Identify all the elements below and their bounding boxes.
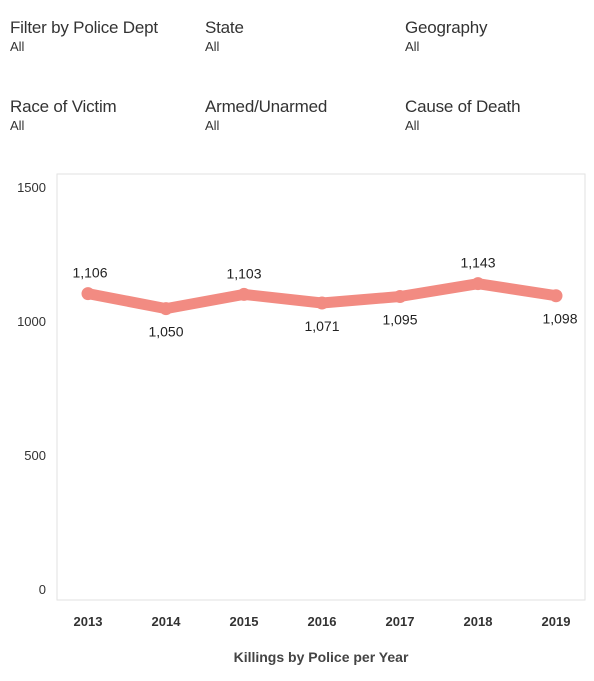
filter-state-value[interactable]: All [205,39,220,54]
x-tick-label: 2018 [464,614,493,629]
filter-police-dept[interactable]: Filter by Police Dept All [10,18,158,54]
y-axis: 0 500 1000 1500 [17,180,46,597]
data-labels: 1,106 1,050 1,103 1,071 1,095 1,143 1,098 [72,255,577,340]
filter-state[interactable]: State All [205,18,244,54]
x-tick-label: 2017 [386,614,415,629]
y-tick-label: 0 [39,582,46,597]
data-label: 1,098 [542,311,577,327]
data-point[interactable] [549,289,563,303]
filter-state-label: State [205,18,244,37]
data-label: 1,071 [304,318,339,334]
plot-area [56,173,586,601]
data-point[interactable] [237,287,251,301]
data-point[interactable] [159,302,173,316]
filter-police-dept-value[interactable]: All [10,39,25,54]
data-label: 1,095 [382,312,417,328]
filter-police-dept-label: Filter by Police Dept [10,18,158,37]
filter-geography-label: Geography [405,18,488,37]
filter-race-value[interactable]: All [10,118,25,133]
data-label: 1,050 [148,324,183,340]
filter-race[interactable]: Race of Victim All [10,97,117,133]
data-label: 1,143 [460,255,495,271]
x-axis-title: Killings by Police per Year [234,649,409,665]
x-tick-label: 2015 [230,614,259,629]
data-point[interactable] [393,290,407,304]
filter-geography[interactable]: Geography All [405,18,488,54]
filter-cause[interactable]: Cause of Death All [405,97,521,133]
filter-race-label: Race of Victim [10,97,117,116]
filter-armed-value[interactable]: All [205,118,220,133]
data-point[interactable] [315,296,329,310]
data-label: 1,103 [226,265,261,281]
y-tick-label: 500 [24,448,46,463]
filter-cause-label: Cause of Death [405,97,521,116]
data-point[interactable] [471,277,485,291]
filter-cause-value[interactable]: All [405,118,420,133]
data-point[interactable] [81,287,95,301]
series-layer [81,277,563,316]
filter-geography-value[interactable]: All [405,39,420,54]
filter-armed-label: Armed/Unarmed [205,97,328,116]
y-tick-label: 1500 [17,180,46,195]
x-tick-label: 2013 [74,614,103,629]
x-tick-label: 2014 [152,614,182,629]
x-tick-label: 2016 [308,614,337,629]
x-axis: 2013 2014 2015 2016 2017 2018 2019 [74,614,571,629]
filter-armed[interactable]: Armed/Unarmed All [205,97,327,133]
y-tick-label: 1000 [17,314,46,329]
data-label: 1,106 [72,265,107,281]
x-tick-label: 2019 [542,614,571,629]
